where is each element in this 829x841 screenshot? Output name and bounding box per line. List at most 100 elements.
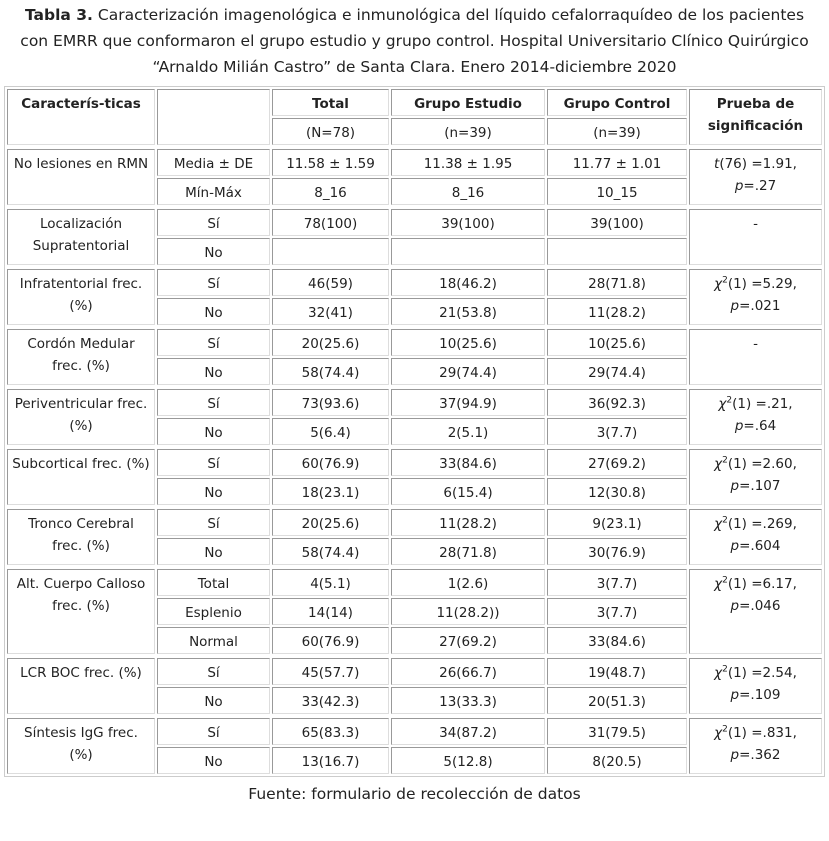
table-row: Mín-Máx 8_16 8_16 10_15 [7,178,822,205]
header-grupo-estudio: Grupo Estudio [391,89,545,116]
category: No [157,418,270,445]
category: Sí [157,329,270,356]
total-value: 33(42.3) [272,687,389,714]
total-value: 5(6.4) [272,418,389,445]
estudio-value: 5(12.8) [391,747,545,774]
test-statistic: χ [714,276,723,292]
test-superscript: 2 [722,575,728,586]
test-superscript: 2 [726,395,733,406]
test-value: (1) =5.29, [727,276,797,292]
total-value: 20(25.6) [272,509,389,536]
header-row: Caracterís-ticas Total Grupo Estudio Gru… [7,89,822,145]
table-row: No 13(16.7) 5(12.8) 8(20.5) [7,747,822,774]
total-value: 8_16 [272,178,389,205]
category: Sí [157,269,270,296]
header-estudio-n: (n=39) [391,118,545,145]
table-row: Tronco Cerebral frec. (%) Sí 20(25.6) 11(28… [7,509,822,565]
caption-text: Caracterización imagenológica e inmunoló… [20,6,809,76]
total-value: 13(16.7) [272,747,389,774]
category: Total [157,569,270,596]
significance-test: χ2(1) =2.54, p=.109 [689,658,822,714]
category: No [157,298,270,325]
table-row: Alt. Cuerpo Calloso frec. (%) Total 4(5.1)… [7,569,822,654]
test-statistic: χ [714,516,723,532]
row-label: No lesiones en RMN [7,149,155,205]
category: No [157,358,270,385]
estudio-value: 2(5.1) [391,418,545,445]
table-row: No 18(23.1) 6(15.4) 12(30.8) [7,478,822,505]
category: Sí [157,449,270,476]
table-row: Esplenio 14(14) 11(28.2)) 3(7.7) [7,598,822,625]
estudio-value: 34(87.2) [391,718,545,745]
total-value: 11.58 ± 1.59 [272,149,389,176]
p-value: =.021 [739,298,781,314]
row-label: Tronco Cerebral frec. (%) [7,509,155,565]
control-value: 10(25.6) [547,329,687,356]
p-symbol: p [730,747,740,763]
header-control-n: (n=39) [547,118,687,145]
test-statistic: t [714,156,720,172]
row-label: Alt. Cuerpo Calloso frec. (%) [7,569,155,654]
control-value: 27(69.2) [547,449,687,476]
estudio-value: 28(71.8) [391,538,545,565]
control-value: 12(30.8) [547,478,687,505]
control-value: 30(76.9) [547,538,687,565]
p-symbol: p [730,298,740,314]
estudio-value: 1(2.6) [391,569,545,596]
total-value: 58(74.4) [272,538,389,565]
row-label: Subcortical frec. (%) [7,449,155,505]
control-value: 33(84.6) [547,627,687,654]
estudio-value: 11(28.2)) [391,598,545,625]
control-value: 39(100) [547,209,687,236]
header-n-row: (N=78) (n=39) (n=39) [7,118,822,145]
significance-test: χ2(1) =6.17, p=.046 [689,569,822,654]
significance-test: χ2(1) =.831, p=.362 [689,718,822,774]
significance-test: t(76) =1.91, p=.27 [689,149,822,205]
table-row: No 58(74.4) 28(71.8) 30(76.9) [7,538,822,565]
header-prueba: Prueba de significación [689,89,822,145]
p-value: =.64 [743,418,777,434]
table-row: Localización Supratentorial Sí 78(100) 39(1… [7,209,822,265]
total-value: 20(25.6) [272,329,389,356]
source-note: Fuente: formulario de recolección de dat… [248,785,581,803]
estudio-value: 27(69.2) [391,627,545,654]
control-value: 20(51.3) [547,687,687,714]
category: No [157,478,270,505]
p-value: =.107 [739,478,781,494]
total-value: 60(76.9) [272,627,389,654]
test-statistic: χ [718,396,727,412]
table-row: No 32(41) 21(53.8) 11(28.2) [7,298,822,325]
test-statistic: χ [714,665,723,681]
control-value: 11.77 ± 1.01 [547,149,687,176]
test-superscript: 2 [722,515,728,526]
row-label: Cordón Medular frec. (%) [7,329,155,385]
category: Sí [157,509,270,536]
category: No [157,538,270,565]
estudio-value: 8_16 [391,178,545,205]
p-value: =.109 [739,687,781,703]
test-superscript: 2 [722,724,728,735]
test-superscript: 2 [722,275,728,286]
p-symbol: p [734,418,744,434]
p-symbol: p [730,687,740,703]
header-total-n: (N=78) [272,118,389,145]
control-value: 8(20.5) [547,747,687,774]
table-row: No 5(6.4) 2(5.1) 3(7.7) [7,418,822,445]
row-label: LCR BOC frec. (%) [7,658,155,714]
test-superscript: 2 [722,455,728,466]
p-symbol: p [730,478,740,494]
p-symbol: p [730,598,740,614]
significance-test: - [689,329,822,385]
header-total: Total [272,89,389,116]
category: Mín-Máx [157,178,270,205]
total-value: 46(59) [272,269,389,296]
total-value: 65(83.3) [272,718,389,745]
control-value: 3(7.7) [547,569,687,596]
table-row: No [7,238,822,265]
control-value: 29(74.4) [547,358,687,385]
category: No [157,687,270,714]
p-value: =.604 [739,538,781,554]
significance-test: χ2(1) =.269, p=.604 [689,509,822,565]
category: No [157,238,270,265]
test-statistic: χ [714,576,723,592]
